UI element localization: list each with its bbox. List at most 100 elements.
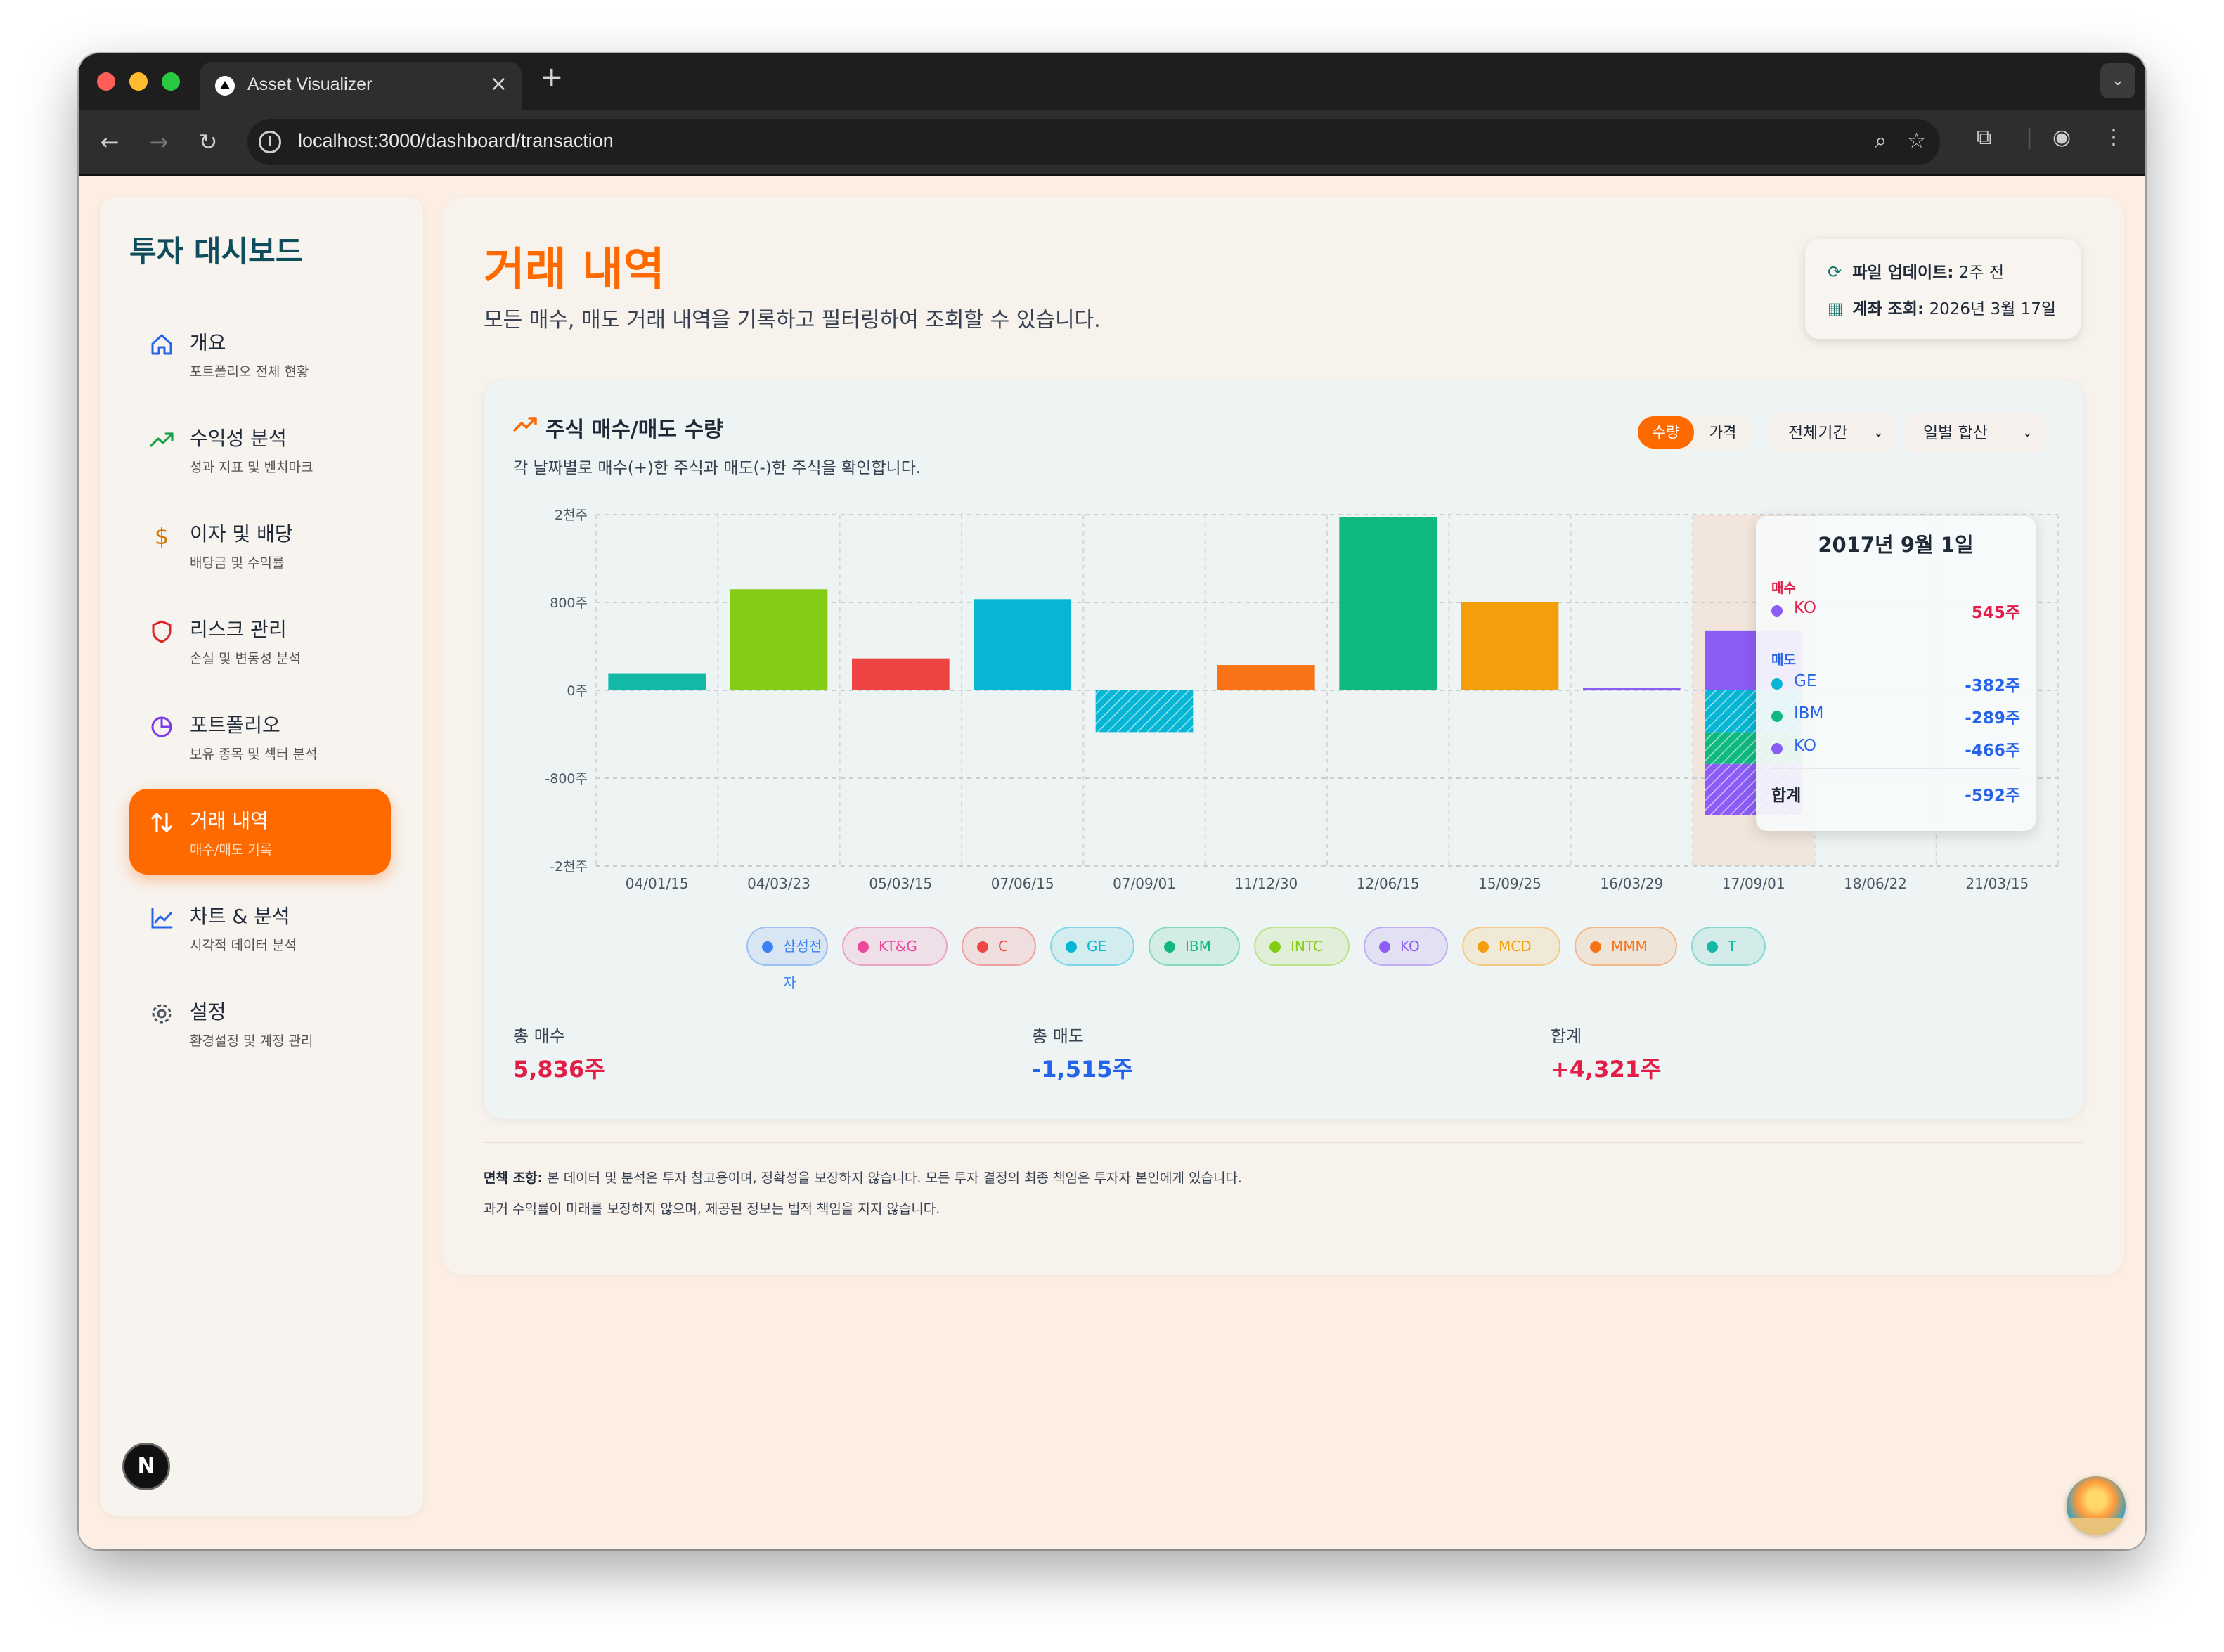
x-tick-label: 18/06/22	[1844, 875, 1907, 892]
tooltip-sell-value: -466주	[1965, 742, 2020, 760]
toggle-price-button[interactable]: 가격	[1709, 424, 1737, 441]
sidebar-item-label: 차트 & 분석	[190, 905, 290, 928]
user-avatar[interactable]	[2067, 1476, 2126, 1535]
sidebar-item-sub: 손실 및 변동성 분석	[190, 651, 301, 666]
url-text: localhost:3000/dashboard/transaction	[298, 130, 614, 151]
legend-label: T	[1728, 938, 1737, 955]
forward-icon[interactable]: →	[149, 129, 169, 155]
new-tab-button[interactable]: +	[540, 61, 564, 93]
legend-dot	[1771, 678, 1783, 690]
chart-title: 주식 매수/매도 수량	[545, 418, 723, 442]
tab-search-button[interactable]: ⌄	[2100, 63, 2135, 98]
tab-close-icon[interactable]: ×	[489, 72, 507, 96]
chevron-down-icon: ⌄	[1873, 425, 1884, 440]
legend-chip[interactable]: GE	[1050, 927, 1134, 966]
bar-12-06-15	[1339, 517, 1437, 690]
disclaimer-label: 면책 조항:	[484, 1170, 543, 1186]
legend-dot	[1771, 605, 1783, 617]
bar-05-03-15	[852, 658, 950, 690]
pie-chart-icon	[151, 716, 172, 737]
page-description: 모든 매수, 매도 거래 내역을 기록하고 필터링하여 조회할 수 있습니다.	[484, 308, 1101, 333]
line-chart-icon	[151, 908, 173, 929]
site-info-icon[interactable]: i	[259, 131, 281, 153]
legend-chip[interactable]: T	[1691, 927, 1766, 966]
sidebar-item-sub: 환경설정 및 계정 관리	[190, 1033, 313, 1049]
sidebar-item-sub: 성과 지표 및 벤치마크	[190, 460, 313, 475]
sidebar-item-5[interactable]: 거래 내역 매수/매도 기록	[129, 789, 391, 875]
legend-label: GE	[1087, 938, 1107, 955]
extensions-icon[interactable]: ⧉	[1977, 125, 1992, 150]
x-tick-label: 07/06/15	[991, 875, 1054, 892]
browser-menu-icon[interactable]: ⋮	[2103, 125, 2124, 150]
svg-text:$: $	[155, 523, 169, 548]
legend-label: 삼성전자	[783, 938, 822, 991]
sidebar-item-sub: 포트폴리오 전체 현황	[190, 364, 309, 380]
tooltip-sell-row: GE -382주	[1771, 672, 2020, 695]
period-select-value: 전체기간	[1788, 424, 1848, 442]
legend-dot	[858, 941, 869, 953]
y-tick-label: 2천주	[555, 508, 588, 523]
sidebar-item-label: 개요	[190, 331, 226, 354]
x-tick-label: 12/06/15	[1357, 875, 1420, 892]
bar-04-01-15	[608, 673, 706, 690]
close-window-button[interactable]	[97, 72, 115, 91]
tooltip-sell-name: GE	[1794, 672, 1817, 690]
tooltip-buy-label: 매수	[1771, 581, 1796, 596]
x-tick-label: 11/12/30	[1234, 875, 1298, 892]
legend-chip[interactable]: KT&G	[842, 927, 948, 966]
back-icon[interactable]: ←	[100, 129, 119, 155]
x-tick-label: 05/03/15	[869, 875, 932, 892]
legend-label: INTC	[1291, 938, 1323, 955]
aggregation-select-value: 일별 합산	[1923, 424, 1988, 442]
y-tick-label: 800주	[550, 595, 588, 611]
legend-chip[interactable]: 삼성전자	[746, 927, 828, 991]
legend-label: C	[998, 938, 1008, 955]
aggregation-select[interactable]: 일별 합산 ⌄	[1905, 413, 2045, 453]
reload-icon[interactable]: ↻	[198, 129, 218, 155]
legend-chip[interactable]: IBM	[1149, 927, 1240, 966]
bar-04-03-23	[730, 589, 828, 690]
legend-dot	[762, 941, 773, 953]
maximize-window-button[interactable]	[162, 72, 180, 91]
bookmark-star-icon[interactable]: ☆	[1907, 129, 1926, 153]
minimize-window-button[interactable]	[129, 72, 148, 91]
x-tick-label: 15/09/25	[1478, 875, 1541, 892]
arrows-up-down-icon	[151, 813, 172, 832]
sidebar-item-6[interactable]: 차트 & 분석 시각적 데이터 분석	[129, 884, 391, 970]
sidebar-item-label: 설정	[190, 1000, 226, 1024]
sidebar-item-1[interactable]: 수익성 분석 성과 지표 및 벤치마크	[129, 406, 391, 492]
browser-tab[interactable]: Asset Visualizer ×	[200, 62, 522, 110]
tooltip-sell-value: -289주	[1965, 709, 2020, 728]
legend-chip[interactable]: INTC	[1254, 927, 1350, 966]
toggle-quantity-button[interactable]: 수량	[1638, 416, 1694, 449]
sidebar-item-label: 리스크 관리	[190, 618, 287, 641]
legend-chip[interactable]: KO	[1364, 927, 1448, 966]
sidebar-item-4[interactable]: 포트폴리오 보유 종목 및 섹터 분석	[129, 693, 391, 779]
sidebar-item-2[interactable]: $ 이자 및 배당 배당금 및 수익률	[129, 502, 391, 588]
chart-tooltip: 2017년 9월 1일 매수 KO 545주 매도 GE -382주	[1756, 516, 2036, 831]
sidebar-item-label: 이자 및 배당	[190, 522, 293, 546]
disclaimer-line-1: 본 데이터 및 분석은 투자 참고용이며, 정확성을 보장하지 않습니다. 모든…	[547, 1170, 1242, 1186]
address-bar[interactable]: i localhost:3000/dashboard/transaction ⌕…	[247, 119, 1940, 165]
legend-dot	[1707, 941, 1718, 953]
file-update-label: 파일 업데이트:	[1852, 264, 1954, 282]
transaction-chart-card: 주식 매수/매도 수량 각 날짜별로 매수(+)한 주식과 매도(-)한 주식을…	[484, 381, 2083, 1119]
legend-chip[interactable]: MCD	[1462, 927, 1560, 966]
tooltip-buy-value: 545주	[1971, 604, 2020, 622]
profile-icon[interactable]: ◉	[2052, 125, 2071, 150]
nextjs-dev-badge[interactable]: N	[122, 1443, 170, 1490]
tab-title: Asset Visualizer	[247, 75, 373, 94]
legend-chip[interactable]: MMM	[1575, 927, 1677, 966]
zoom-icon[interactable]: ⌕	[1875, 129, 1887, 153]
period-select[interactable]: 전체기간 ⌄	[1770, 413, 1896, 453]
sidebar: 투자 대시보드 개요 포트폴리오 전체 현황 수익성 분석 성과 지표 및 벤치마크 $…	[100, 197, 423, 1516]
tooltip-buy-name: KO	[1794, 599, 1816, 617]
page-title: 거래 내역	[484, 244, 665, 296]
account-query-label: 계좌 조회:	[1852, 300, 1925, 318]
y-tick-label: 0주	[567, 683, 588, 699]
legend-chip[interactable]: C	[962, 927, 1036, 966]
tooltip-sell-row: KO -466주	[1771, 737, 2020, 760]
